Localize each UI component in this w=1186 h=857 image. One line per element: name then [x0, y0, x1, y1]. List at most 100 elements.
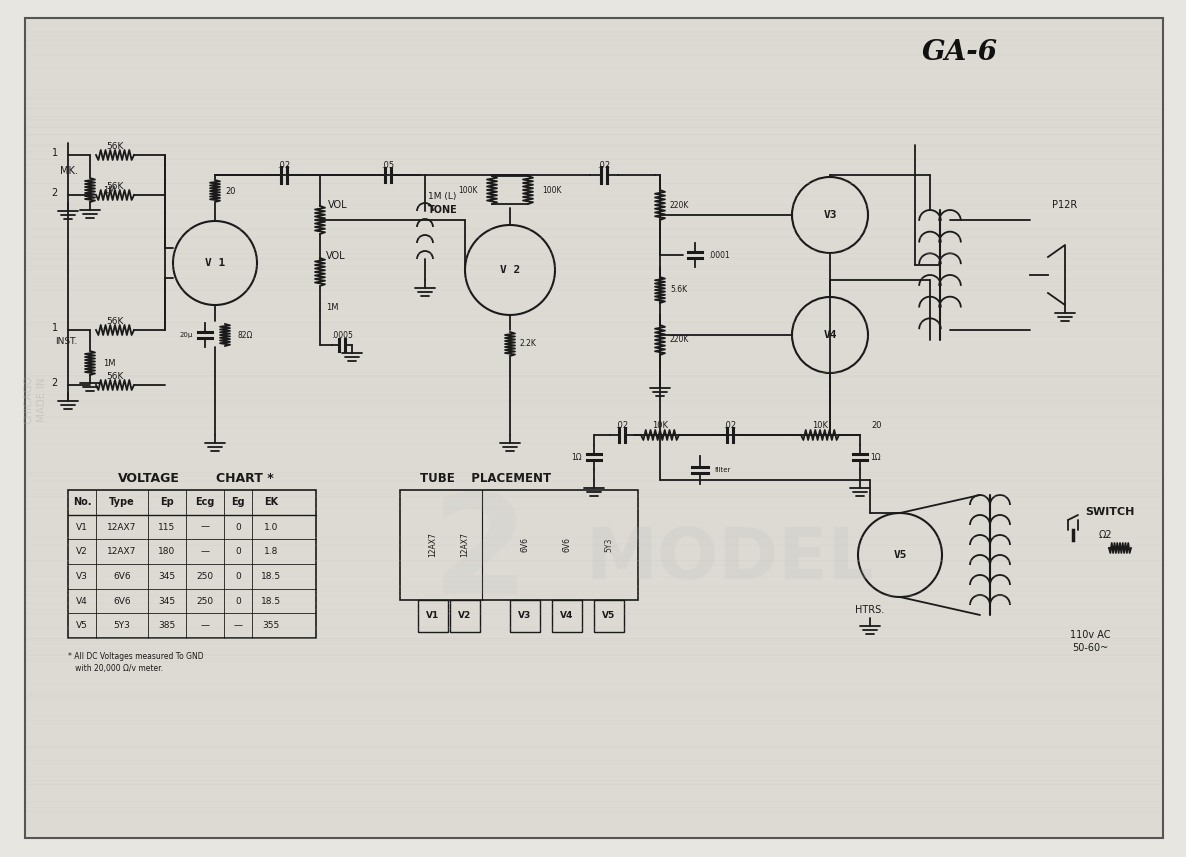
Text: 5Y3: 5Y3: [605, 538, 613, 552]
Text: MODEL: MODEL: [586, 525, 874, 595]
Text: 110v AC: 110v AC: [1070, 630, 1110, 640]
Text: 0: 0: [235, 547, 241, 556]
Text: V5: V5: [602, 612, 616, 620]
Text: 82Ω: 82Ω: [237, 331, 253, 339]
Text: CHICAGO: CHICAGO: [23, 375, 33, 424]
Text: * All DC Voltages measured To GND: * All DC Voltages measured To GND: [68, 652, 204, 661]
Text: 20μ: 20μ: [179, 332, 193, 338]
Text: 56K: 56K: [107, 371, 123, 381]
Text: 1.8: 1.8: [263, 547, 279, 556]
Bar: [594, 600, 624, 632]
Text: 6V6: 6V6: [113, 572, 130, 581]
Text: 12AX7: 12AX7: [428, 532, 438, 557]
Bar: [417, 600, 448, 632]
Text: —: —: [200, 621, 210, 630]
Text: TUBE    PLACEMENT: TUBE PLACEMENT: [420, 471, 551, 484]
Text: MK.: MK.: [60, 166, 78, 176]
Text: V4: V4: [76, 596, 88, 606]
Text: 100K: 100K: [459, 185, 478, 195]
Bar: [449, 600, 480, 632]
Text: V4: V4: [560, 612, 574, 620]
Text: 220K: 220K: [670, 201, 689, 209]
Text: 10K: 10K: [812, 421, 828, 429]
Text: 250: 250: [197, 596, 213, 606]
Bar: [400, 490, 638, 600]
Text: 18.5: 18.5: [261, 572, 281, 581]
Text: MADE IN: MADE IN: [37, 378, 47, 423]
Text: 6V6: 6V6: [562, 537, 572, 553]
Text: V5: V5: [76, 621, 88, 630]
Text: 345: 345: [159, 572, 176, 581]
Text: V5: V5: [893, 550, 907, 560]
Text: V1: V1: [76, 523, 88, 531]
Text: 1M: 1M: [103, 185, 115, 195]
Text: 10K: 10K: [652, 421, 668, 429]
Text: 1M: 1M: [103, 358, 115, 368]
Text: 180: 180: [159, 547, 176, 556]
Text: 2: 2: [52, 378, 58, 388]
Text: —: —: [234, 621, 242, 630]
Text: 12AX7: 12AX7: [460, 532, 470, 557]
Text: 220K: 220K: [670, 335, 689, 345]
Text: 1M: 1M: [326, 303, 338, 311]
Text: 12AX7: 12AX7: [107, 523, 136, 531]
Text: .05: .05: [382, 160, 395, 170]
Text: V 2: V 2: [499, 265, 521, 275]
Text: Ecg: Ecg: [196, 497, 215, 507]
Text: V4: V4: [823, 330, 837, 340]
Text: 56K: 56K: [107, 141, 123, 151]
Text: 12AX7: 12AX7: [107, 547, 136, 556]
Text: 1.0: 1.0: [263, 523, 279, 531]
Text: 56K: 56K: [107, 182, 123, 190]
Text: —: —: [200, 523, 210, 531]
Text: .0005: .0005: [331, 331, 353, 339]
Text: .02: .02: [598, 160, 611, 170]
Text: VOL: VOL: [326, 251, 345, 261]
Text: 100K: 100K: [542, 185, 561, 195]
Text: 2: 2: [432, 488, 529, 622]
Bar: [68, 490, 315, 638]
Text: filter: filter: [715, 467, 732, 473]
Text: V 1: V 1: [205, 258, 225, 268]
Text: Eg: Eg: [231, 497, 244, 507]
Text: 20: 20: [225, 187, 236, 195]
Text: 0: 0: [235, 572, 241, 581]
Text: 2.2K: 2.2K: [519, 339, 537, 349]
Text: EK: EK: [264, 497, 278, 507]
Text: VOL: VOL: [329, 200, 347, 210]
Text: .02: .02: [278, 160, 291, 170]
Text: 18.5: 18.5: [261, 596, 281, 606]
Text: Ω2: Ω2: [1098, 530, 1111, 540]
Text: 2: 2: [52, 188, 58, 198]
Text: 115: 115: [159, 523, 176, 531]
Text: V3: V3: [823, 210, 837, 220]
Text: 1: 1: [52, 323, 58, 333]
Text: V2: V2: [458, 612, 472, 620]
Text: .02: .02: [616, 421, 629, 429]
Text: INST.: INST.: [55, 338, 77, 346]
Text: V1: V1: [427, 612, 440, 620]
Text: V3: V3: [518, 612, 531, 620]
Text: 355: 355: [262, 621, 280, 630]
Text: 0: 0: [235, 596, 241, 606]
Text: V3: V3: [76, 572, 88, 581]
Text: 1Ω: 1Ω: [871, 452, 881, 462]
Text: .0001: .0001: [708, 250, 729, 260]
Text: 345: 345: [159, 596, 176, 606]
Text: 5.6K: 5.6K: [670, 285, 687, 295]
Text: 6V6: 6V6: [113, 596, 130, 606]
Text: 50-60~: 50-60~: [1072, 643, 1108, 653]
Text: 56K: 56K: [107, 316, 123, 326]
Text: .02: .02: [723, 421, 737, 429]
Text: TONE: TONE: [428, 205, 458, 215]
Text: 5Y3: 5Y3: [114, 621, 130, 630]
Text: CHART *: CHART *: [216, 471, 274, 484]
Text: 1M (L): 1M (L): [428, 191, 457, 201]
Bar: [510, 600, 540, 632]
Text: 20: 20: [871, 421, 881, 429]
Text: —: —: [200, 547, 210, 556]
Text: Ep: Ep: [160, 497, 174, 507]
Text: 1: 1: [52, 148, 58, 158]
Text: No.: No.: [72, 497, 91, 507]
Text: 1Ω: 1Ω: [572, 452, 582, 462]
